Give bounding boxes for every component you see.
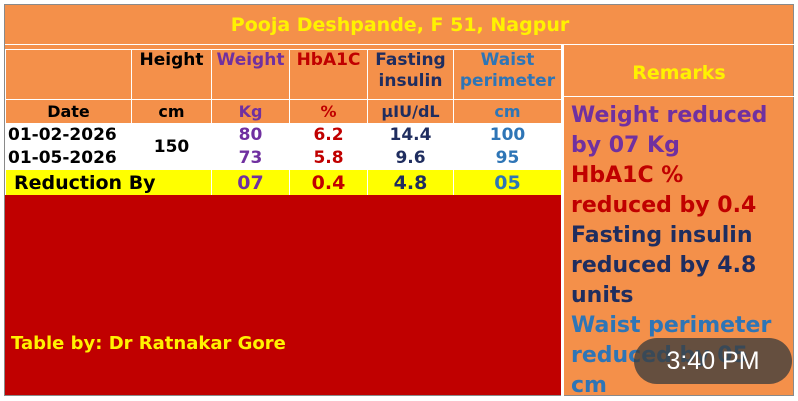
table-row: 01-05-2026 73 5.8 9.6 95 — [5, 146, 562, 170]
header-waist-perimeter: Waist perimeter — [453, 49, 562, 100]
header-weight: Weight — [211, 49, 290, 100]
unit-weight: Kg — [211, 99, 290, 124]
header-waist-line2: perimeter — [459, 71, 556, 91]
row-weight: 80 — [211, 123, 290, 147]
row-waist: 100 — [453, 123, 562, 147]
remark-fasting-line2: reduced by 4.8 — [571, 253, 757, 278]
footer-block: Table by: Dr Ratnakar Gore — [5, 195, 561, 395]
row-fasting: 14.4 — [367, 123, 454, 147]
patient-title: Pooja Deshpande, F 51, Nagpur — [5, 5, 795, 45]
remark-weight-line2: by 07 Kg — [571, 133, 680, 158]
time-overlay: 3:40 PM — [634, 338, 792, 384]
header-date: Date — [5, 99, 132, 124]
row-date: 01-05-2026 — [5, 146, 132, 170]
unit-height: cm — [131, 99, 212, 124]
header-fasting-line1: Fasting — [375, 50, 446, 71]
results-table: Height Weight HbA1C Fasting insulin Wais… — [5, 49, 562, 197]
header-fasting-insulin: Fasting insulin — [367, 49, 454, 100]
row-waist: 95 — [453, 146, 562, 170]
row-fasting: 9.6 — [367, 146, 454, 170]
column-divider — [561, 45, 564, 397]
table-row: 01-02-2026 150 80 6.2 14.4 100 — [5, 123, 562, 170]
header-waist-line1: Waist — [480, 50, 535, 71]
row-weight: 73 — [211, 146, 290, 170]
row-date: 01-02-2026 — [5, 123, 132, 147]
remarks-text: Weight reduced by 07 Kg HbA1C % reduced … — [571, 101, 797, 401]
reduction-label: Reduction By — [5, 169, 212, 197]
header-fasting-line2: insulin — [378, 71, 443, 91]
remark-fasting-line1: Fasting insulin — [571, 223, 753, 248]
height-value: 150 — [131, 123, 212, 170]
reduction-weight: 07 — [211, 169, 290, 197]
unit-hba1c: % — [289, 99, 368, 124]
remark-hba1c-line2: reduced by 0.4 — [571, 193, 757, 218]
remarks-heading: Remarks — [564, 49, 794, 97]
header-hba1c: HbA1C — [289, 49, 368, 100]
header-height: Height — [131, 49, 212, 100]
remark-fasting-line3: units — [571, 283, 634, 308]
report-card: Pooja Deshpande, F 51, Nagpur Height Wei… — [4, 4, 795, 398]
remark-waist-line1: Waist perimeter — [571, 313, 772, 338]
header-date-blank — [5, 49, 132, 100]
reduction-fasting: 4.8 — [367, 169, 454, 197]
reduction-row: Reduction By 07 0.4 4.8 05 — [5, 169, 562, 197]
row-hba1c: 5.8 — [289, 146, 368, 170]
reduction-hba1c: 0.4 — [289, 169, 368, 197]
remark-hba1c-line1: HbA1C % — [571, 163, 684, 188]
reduction-waist: 05 — [453, 169, 562, 197]
table-credit: Table by: Dr Ratnakar Gore — [11, 333, 286, 354]
unit-fasting: μIU/dL — [367, 99, 454, 124]
unit-waist: cm — [453, 99, 562, 124]
row-hba1c: 6.2 — [289, 123, 368, 147]
remark-waist-line3: cm — [571, 373, 607, 398]
remark-weight-line1: Weight reduced — [571, 103, 768, 128]
